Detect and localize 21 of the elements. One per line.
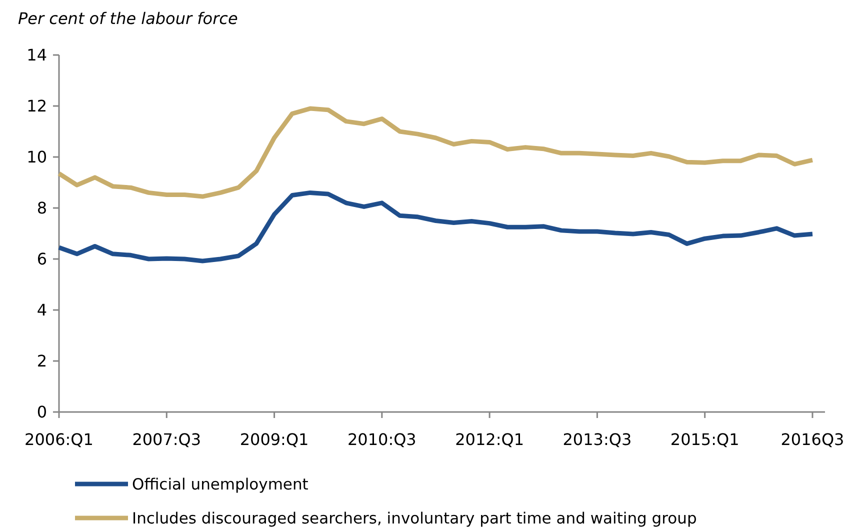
x-tick-label: 2006:Q1 [24,430,94,449]
legend-label: Official unemployment [132,475,308,494]
x-tick-label: 2016Q3 [780,430,844,449]
x-tick-label: 2007:Q3 [132,430,202,449]
y-tick-label: 14 [26,46,47,65]
x-tick-label: 2013:Q3 [562,430,632,449]
x-tick-label: 2010:Q3 [347,430,416,449]
y-tick-label: 8 [36,198,47,218]
y-tick-label: 0 [36,402,47,422]
y-tick-label: 6 [36,250,47,269]
x-tick-label: 2015:Q1 [670,430,740,449]
y-tick-label: 2 [36,352,47,371]
x-tick-label: 2009:Q1 [240,430,309,449]
y-tick-label: 4 [36,300,47,320]
y-axis-title: Per cent of the labour force [18,9,238,28]
legend-label: Includes discouraged searchers, involuntary part time and waiting group [132,509,697,528]
x-tick-label: 2012:Q1 [455,430,524,449]
line-series [56,106,815,199]
y-tick-label: 10 [26,148,47,167]
y-tick-label: 12 [26,96,47,116]
line-series [56,190,815,264]
